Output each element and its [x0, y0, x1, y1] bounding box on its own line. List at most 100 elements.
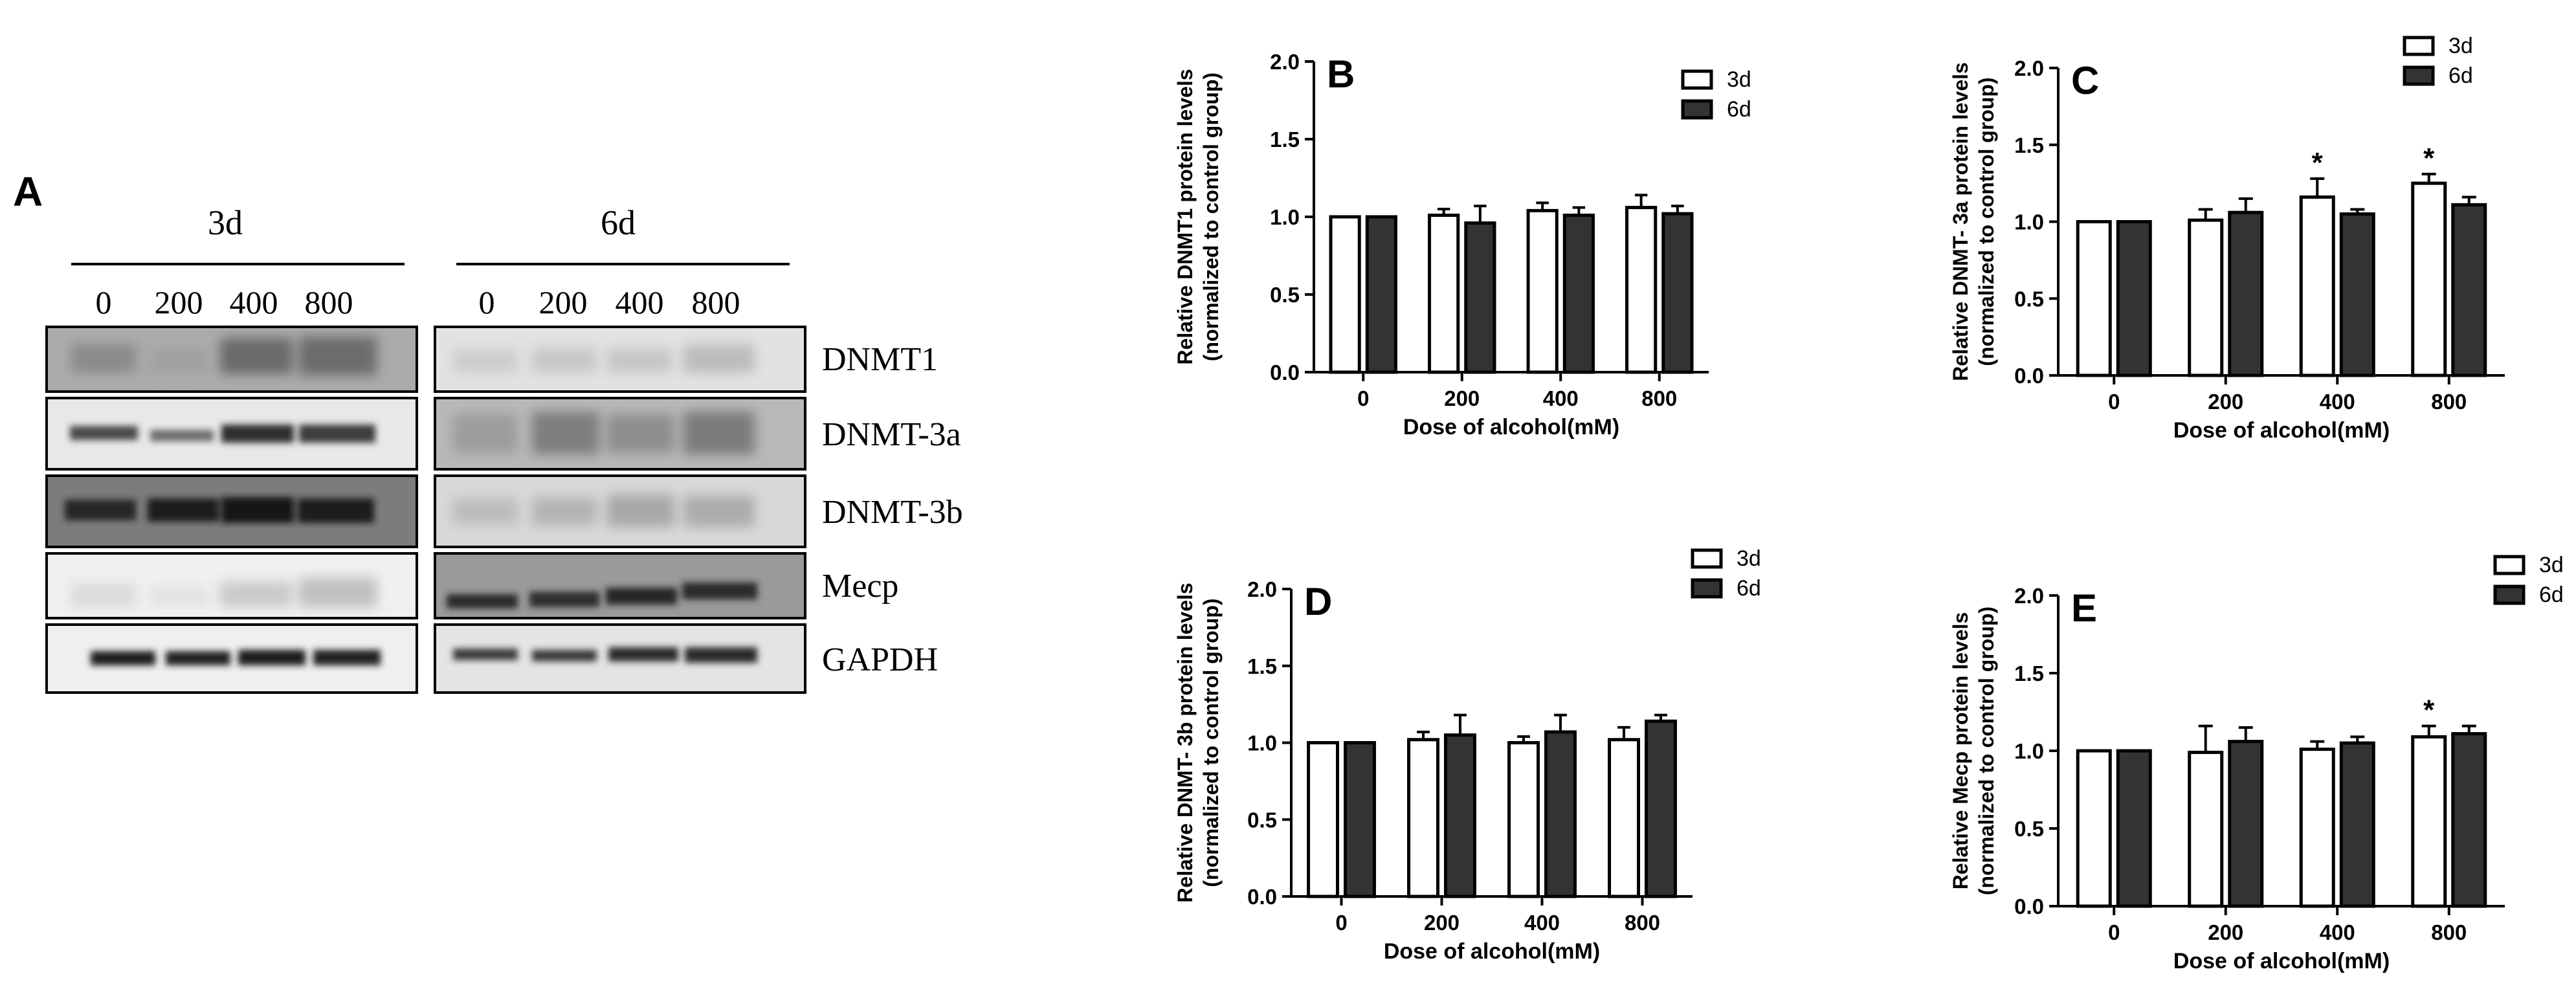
x-tick-label: 200 [1424, 911, 1460, 935]
blot-row-gapdh: GAPDH [45, 623, 938, 694]
dose-label: 0 [96, 284, 112, 320]
x-tick-label: 0 [1357, 386, 1369, 410]
bar-3d-0 [1307, 741, 1340, 898]
y-axis-label-line: (normalized to control group) [1199, 598, 1223, 887]
legend-swatch-6d [2493, 584, 2526, 605]
y-tick-label: 0.0 [1270, 361, 1300, 384]
significance-marker: * [2423, 142, 2435, 174]
y-tick-label: 0.5 [1247, 808, 1277, 832]
bar-3d-800 [1608, 738, 1641, 898]
protein-label-dnmt3a: DNMT-3a [822, 416, 961, 453]
bar-3d-400 [1507, 741, 1540, 898]
bar-6d-200 [2228, 210, 2264, 377]
group-label-6d: 6d [601, 203, 636, 242]
protein-label-dnmt3b: DNMT-3b [822, 494, 963, 531]
legend-label: 6d [2448, 63, 2473, 88]
y-axis-label: Relative DNMT- 3b protein levels (normali… [1173, 583, 1223, 902]
protein-label-gapdh: GAPDH [822, 641, 938, 678]
bar-6d-800 [1645, 719, 1677, 898]
y-tick-label: 0.0 [2014, 364, 2044, 388]
bar-6d-0 [2116, 749, 2152, 908]
legend-swatch-3d [2403, 36, 2435, 56]
bar-6d-800 [1661, 212, 1694, 374]
bar-3d-800 [2411, 735, 2447, 908]
x-axis-label: Dose of alcohol(mM) [2173, 418, 2390, 443]
y-tick-label: 2.0 [2014, 584, 2044, 608]
bar-6d-800 [2451, 203, 2487, 377]
y-tick-label: 0.0 [1247, 885, 1277, 909]
bar-chart-mecp: E 0.0 0.5 1.0 1.5 2.0 0 200 400 800 * Dose of alcoh… [1949, 553, 2564, 973]
x-tick-label: 800 [1641, 386, 1677, 410]
x-tick-label: 800 [2431, 390, 2467, 414]
x-tick-label: 400 [1543, 386, 1579, 410]
bar-3d-800 [2411, 181, 2447, 377]
bar-6d-200 [2228, 740, 2264, 908]
x-tick-label: 0 [1335, 911, 1347, 935]
group-label-3d: 3d [208, 203, 243, 242]
blot-row-mecp: Mecp [45, 552, 898, 619]
legend-label: 6d [1737, 576, 1761, 601]
dose-label: 200 [155, 284, 203, 320]
bar-3d-800 [1625, 206, 1658, 374]
dose-label: 200 [539, 284, 588, 320]
bar-3d-200 [2188, 750, 2224, 908]
dose-label: 400 [616, 284, 664, 320]
x-axis-label: Dose of alcohol(mM) [1384, 939, 1600, 964]
panel-label: B [1327, 52, 1355, 96]
legend-label: 3d [2448, 34, 2473, 58]
dose-label: 800 [692, 284, 740, 320]
x-tick-label: 400 [2320, 390, 2355, 414]
y-tick-label: 1.5 [1247, 654, 1277, 678]
legend-label: 3d [1727, 67, 1751, 92]
y-tick-label: 1.5 [2014, 133, 2044, 157]
y-axis-label-line: Relative DNMT1 protein levels [1173, 69, 1197, 364]
legend-swatch-6d [1681, 99, 1713, 120]
bar-6d-400 [2339, 741, 2375, 908]
y-tick-label: 1.5 [1270, 128, 1300, 151]
bar-6d-400 [1544, 730, 1577, 898]
panel-label: C [2071, 59, 2099, 102]
protein-label-dnmt1: DNMT1 [822, 341, 938, 378]
significance-marker: * [2423, 695, 2435, 726]
y-tick-label: 1.5 [2014, 661, 2044, 685]
protein-label-mecp: Mecp [822, 568, 898, 605]
bar-6d-200 [1464, 221, 1496, 374]
bar-6d-400 [2339, 212, 2375, 377]
bar-3d-400 [2299, 195, 2335, 377]
bar-6d-0 [2116, 220, 2152, 377]
bar-3d-200 [1428, 214, 1460, 374]
dose-label: 400 [230, 284, 278, 320]
x-tick-label: 800 [2431, 920, 2467, 944]
bar-chart-dnmt3b: D 0.0 0.5 1.0 1.5 2.0 0 200 400 800 Dose of alcoho… [1173, 546, 1761, 964]
bar-3d-0 [1329, 215, 1361, 374]
y-tick-label: 0.5 [2014, 287, 2044, 311]
y-axis-label-line: Relative DNMT- 3b protein levels [1173, 583, 1197, 902]
bar-3d-0 [2076, 749, 2112, 908]
panel-label: D [1304, 580, 1332, 623]
legend-swatch-3d [1681, 69, 1713, 90]
x-tick-label: 200 [2208, 390, 2243, 414]
dose-label: 0 [479, 284, 495, 320]
y-tick-label: 1.0 [1247, 731, 1277, 755]
legend-swatch-6d [1691, 578, 1723, 599]
y-axis-label-line: Relative DNMT- 3a protein levels [1949, 62, 1972, 381]
bar-6d-400 [1562, 214, 1595, 374]
legend-swatch-3d [2493, 555, 2526, 575]
x-tick-label: 0 [2108, 390, 2120, 414]
x-axis-label: Dose of alcohol(mM) [1403, 415, 1619, 439]
legend-label: 3d [2539, 553, 2564, 577]
significance-marker: * [2312, 147, 2324, 179]
bar-3d-200 [1407, 738, 1440, 898]
western-blot-panel: A 3d 6d 0 200 400 800 0 200 400 800 [13, 168, 963, 694]
bar-6d-200 [1444, 733, 1476, 898]
y-axis-label-line: Relative Mecp protein levels [1949, 612, 1972, 890]
bar-3d-200 [2188, 218, 2224, 377]
x-tick-label: 200 [1444, 386, 1480, 410]
dose-label: 800 [305, 284, 353, 320]
y-axis-label-line: (normalized to control group) [1975, 77, 1998, 366]
x-tick-label: 400 [2320, 920, 2355, 944]
legend-swatch-3d [1691, 548, 1723, 569]
blot-row-dnmt3b: DNMT-3b [45, 474, 963, 548]
legend-label: 6d [2539, 583, 2564, 607]
